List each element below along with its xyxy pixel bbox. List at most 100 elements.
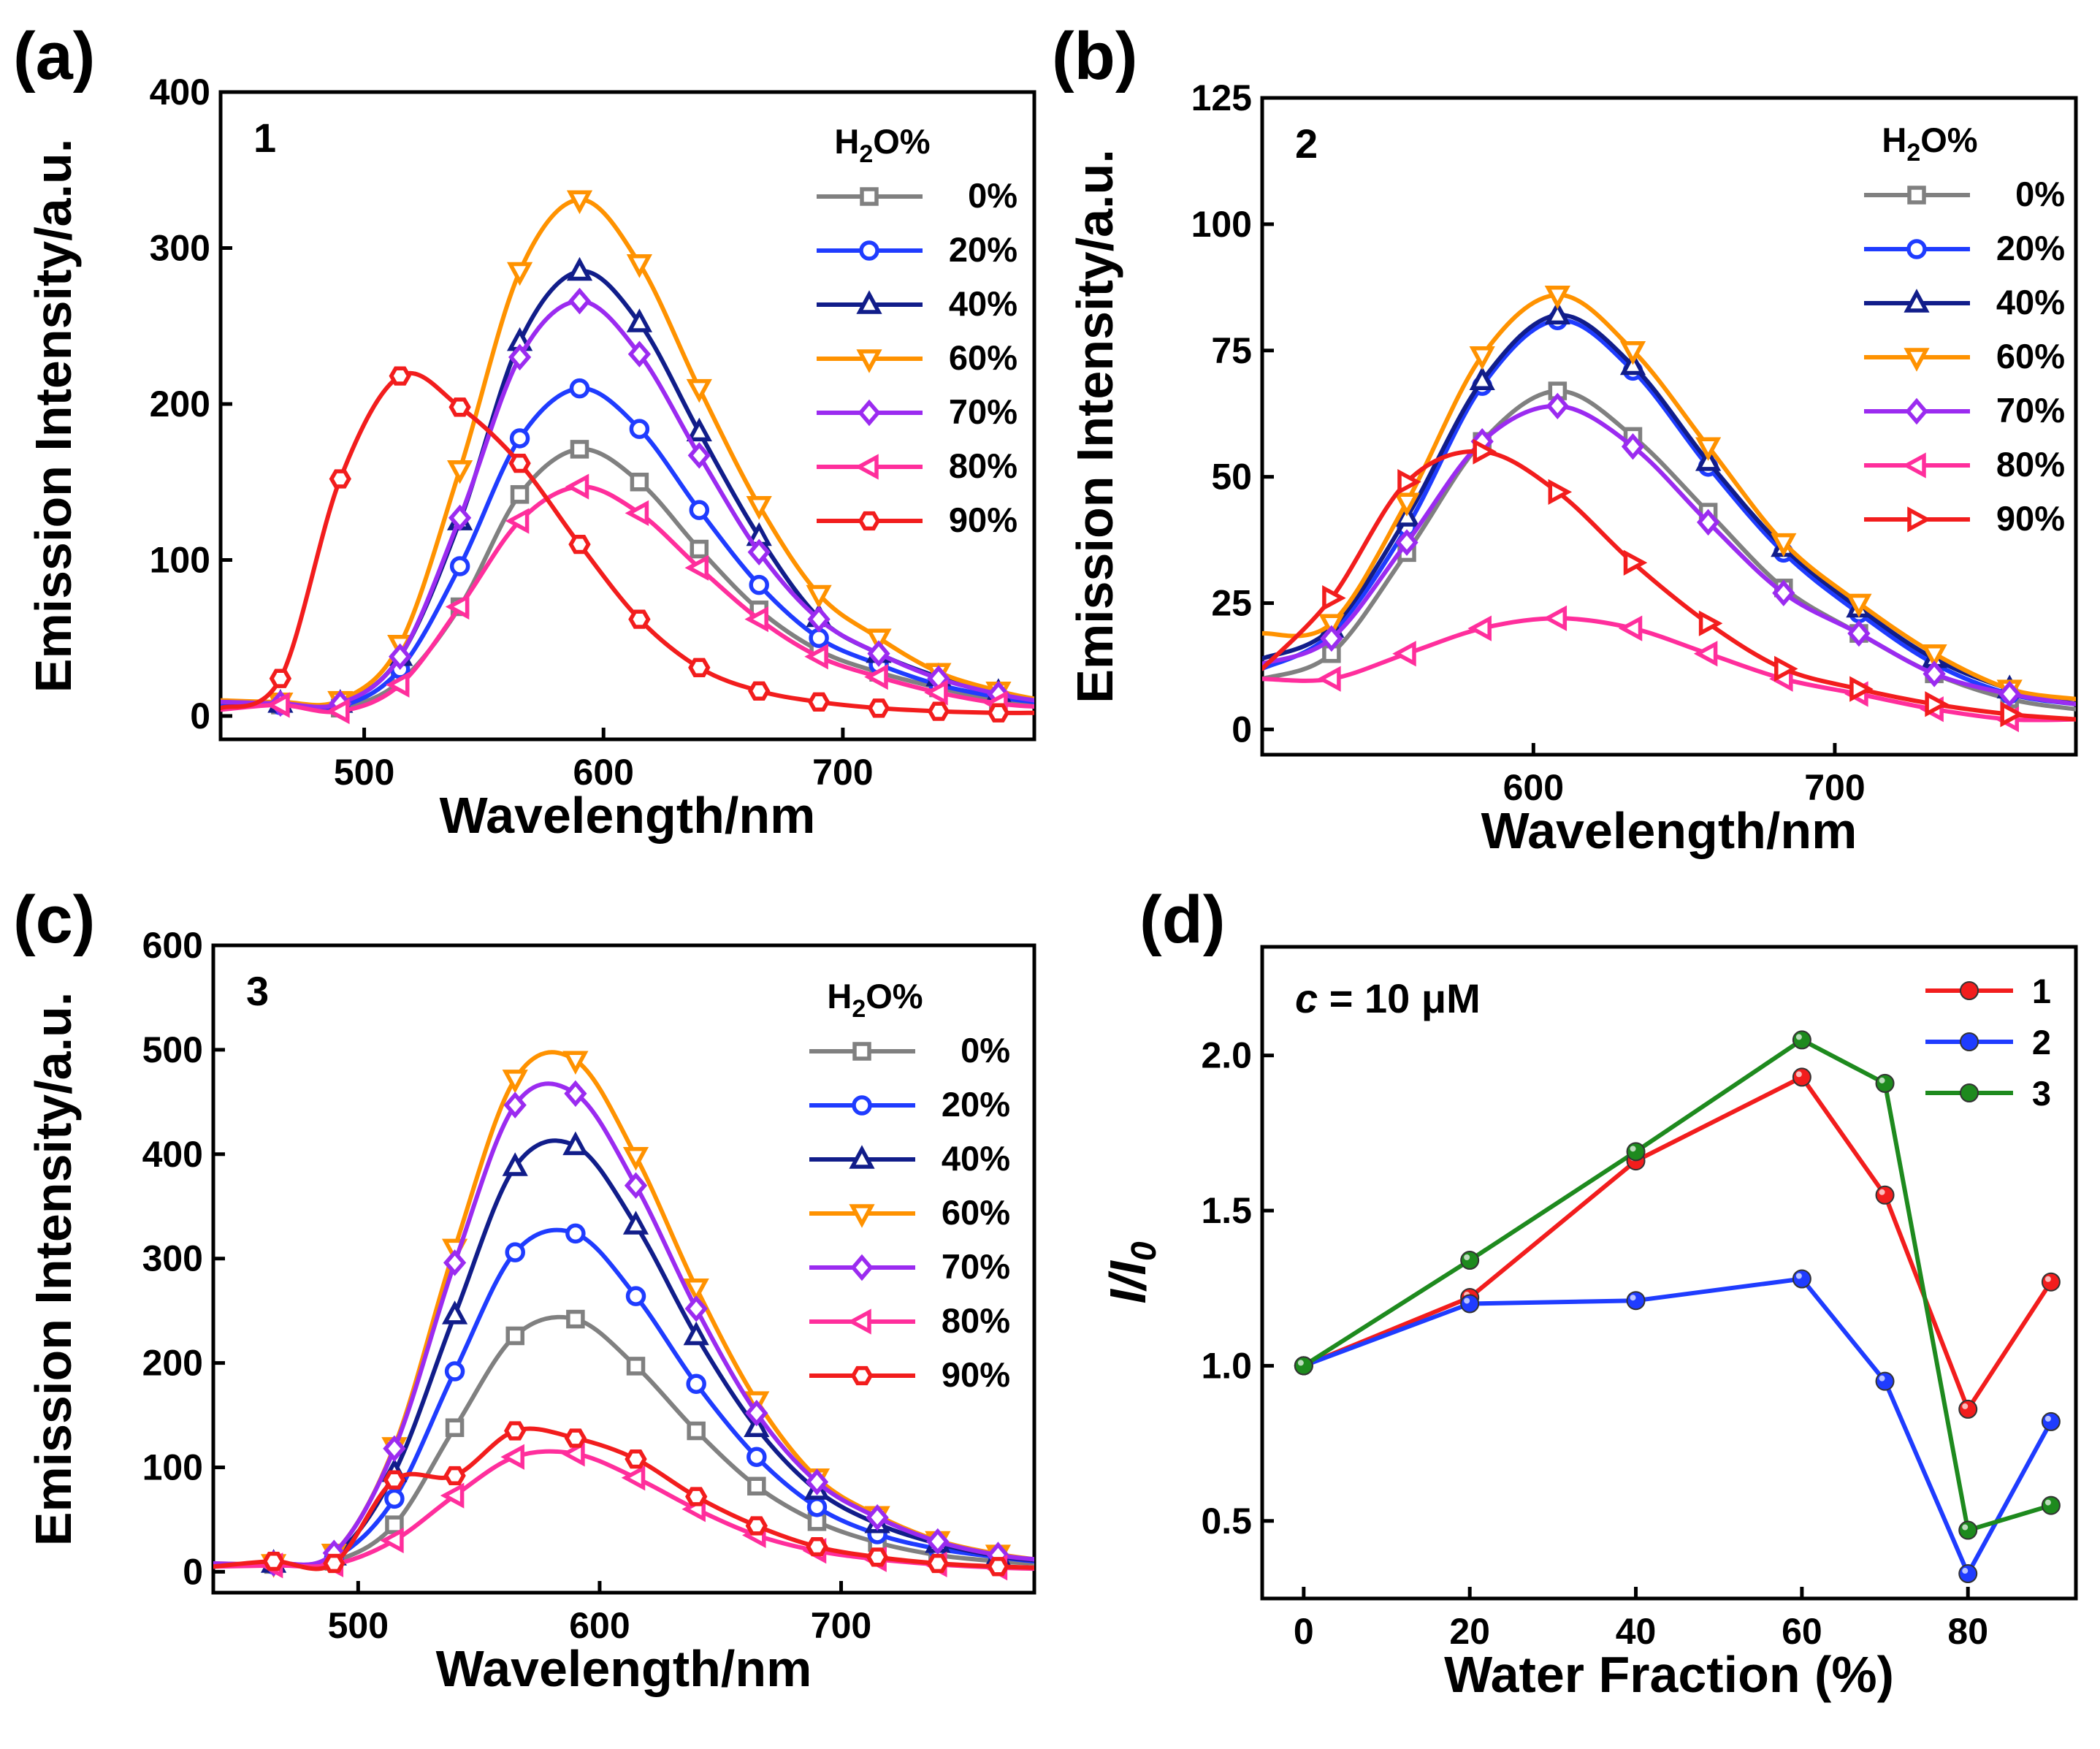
legend-label: 90% — [1996, 499, 2065, 538]
data-point — [1998, 680, 2021, 708]
data-point — [1847, 620, 1871, 647]
series-line-20pct — [213, 1227, 1034, 1568]
data-point-highlight — [1464, 1254, 1470, 1261]
series-line-0pct — [221, 446, 1034, 712]
data-point — [690, 539, 709, 559]
data-point — [441, 1300, 468, 1325]
data-point-highlight — [2044, 1276, 2051, 1282]
panel-a: 500 600 700 0 100 200 300 400 Wavelength/nm Emiss… — [13, 19, 1036, 844]
compound-label: 1 — [253, 115, 276, 161]
data-point — [510, 485, 530, 504]
data-point — [624, 1172, 648, 1199]
legend-marker — [852, 1042, 871, 1061]
data-point — [867, 640, 890, 667]
data-point — [509, 428, 530, 449]
data-point — [323, 1553, 345, 1574]
data-point — [1473, 438, 1497, 465]
x-tick-label: 600 — [573, 752, 634, 793]
y-tick-label: 125 — [1191, 77, 1252, 118]
series-line-60pct — [213, 1050, 1034, 1567]
legend-label: 0% — [968, 176, 1017, 215]
data-point — [566, 256, 593, 281]
data-point — [1693, 641, 1718, 667]
data-point — [443, 1249, 467, 1276]
data-point — [326, 698, 350, 725]
x-axis-title: Wavelength/nm — [436, 1640, 812, 1697]
data-point-highlight — [1962, 1524, 1969, 1531]
legend: H2O% 0% 20% 40% 60% 70% 80% 90% — [817, 122, 1017, 539]
legend-label: 70% — [1996, 391, 2065, 430]
concentration-annotation: c = 10 μM — [1295, 975, 1481, 1021]
data-point-highlight — [1879, 1189, 1885, 1195]
data-point-highlight — [1464, 1298, 1470, 1304]
legend-marker — [855, 454, 879, 480]
y-tick-label: 400 — [142, 1134, 203, 1175]
data-point — [446, 460, 473, 484]
legend-label: 20% — [1996, 229, 2065, 267]
data-point — [561, 1441, 585, 1467]
data-point — [1320, 625, 1343, 652]
legend-marker — [1902, 452, 1926, 479]
data-point-highlight — [2044, 1499, 2051, 1506]
data-point — [688, 658, 711, 677]
legend-marker — [856, 290, 882, 314]
data-point — [1875, 1185, 1895, 1205]
data-point — [924, 679, 948, 706]
legend-marker — [1907, 506, 1931, 533]
legend-title: H2O% — [827, 977, 923, 1023]
data-point — [683, 1278, 709, 1303]
legend-marker — [858, 511, 881, 531]
data-point — [389, 643, 412, 671]
data-point — [1921, 644, 1947, 668]
data-point — [568, 287, 592, 315]
data-point — [505, 1242, 525, 1262]
series-line-90pct — [221, 370, 1034, 715]
data-point — [1544, 285, 1570, 310]
panel-label: (b) — [1052, 19, 1137, 94]
data-point — [627, 340, 652, 367]
x-tick-label: 600 — [1503, 767, 1564, 808]
x-axis-title: Water Fraction (%) — [1444, 1646, 1894, 1703]
y-tick-label: 0 — [190, 696, 210, 736]
legend-marker — [1960, 1032, 1979, 1051]
legend-label: 70% — [949, 392, 1017, 431]
panel-b: 600 700 0 25 50 75 100 125 Wavelength/nm Emission… — [1052, 19, 2078, 859]
legend-marker — [1905, 397, 1928, 425]
data-point-highlight — [1879, 1077, 1885, 1083]
legend-label: 80% — [1996, 445, 2065, 484]
legend-marker — [850, 1254, 874, 1281]
data-point — [1623, 549, 1648, 576]
data-point — [1621, 433, 1645, 460]
data-point — [1846, 593, 1872, 618]
data-point — [502, 1070, 528, 1094]
data-point — [1774, 655, 1798, 682]
data-point — [621, 1465, 646, 1491]
data-point — [687, 1421, 706, 1441]
legend-marker — [849, 1145, 875, 1169]
data-point — [504, 1421, 527, 1441]
data-point — [1792, 1030, 1811, 1050]
data-point — [745, 1399, 768, 1427]
legend-marker — [860, 187, 879, 206]
panel-d: 0 20 40 60 80 0.5 1.0 1.5 2.0 Water Fraction (%) I… — [1099, 883, 2078, 1703]
x-tick-label: 500 — [328, 1605, 389, 1646]
panel-label: (a) — [13, 19, 95, 94]
series-line-60pct — [221, 197, 1034, 708]
panel-c: 500 600 7000100200300400500600Wavelength/n… — [13, 883, 1036, 1697]
legend: 1 2 3 — [1925, 972, 2051, 1113]
data-point — [1626, 1291, 1646, 1311]
data-point — [1619, 341, 1646, 365]
legend-label: 2 — [2032, 1023, 2051, 1062]
data-point — [626, 308, 653, 332]
data-point — [806, 1536, 828, 1557]
data-point — [570, 440, 589, 459]
data-point — [804, 644, 828, 670]
y-tick-label: 400 — [150, 72, 210, 113]
series-line-90pct — [213, 1426, 1034, 1571]
data-point — [385, 671, 410, 698]
data-point — [266, 692, 290, 718]
data-point — [806, 1497, 828, 1517]
data-point — [562, 1131, 589, 1156]
data-point — [1392, 641, 1416, 667]
data-point — [1923, 660, 1946, 687]
